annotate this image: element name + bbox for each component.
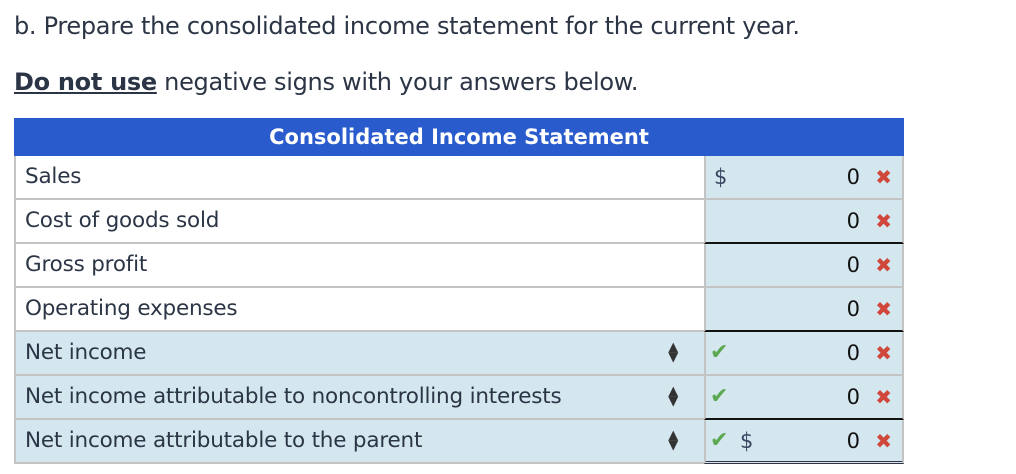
x-icon: ✖ [875,385,892,409]
table-title: Consolidated Income Statement [14,118,904,156]
row-label: Cost of goods sold [25,208,220,233]
amount-value: 0 [846,341,860,365]
currency-symbol: $ [740,429,754,453]
amount-input[interactable]: ✔ 0 ✖ [704,376,904,420]
table-row: Gross profit 0 ✖ [14,244,904,288]
row-label-select: Operating expenses [14,288,704,332]
instruction-note: Do not use negative signs with your answ… [14,68,638,96]
amount-input[interactable]: $0 ✖ [704,156,904,200]
row-label: Net income attributable to the parent [25,428,423,453]
amount-input[interactable]: ✔ 0 ✖ [704,332,904,376]
sort-arrows-icon[interactable]: ▲ ▼ [668,340,678,365]
row-label-select[interactable]: Net income ▲ ▼ [14,332,704,376]
amount-value: 0 [846,297,860,321]
amount-value: 0 [846,165,860,189]
check-icon: ✔ [710,384,729,409]
check-icon: ✔ [710,428,729,453]
sort-arrows-icon[interactable]: ▲ ▼ [668,384,678,409]
row-label-select: Cost of goods sold [14,200,704,244]
amount-input[interactable]: ✔ $0 ✖ [704,420,904,464]
amount-value: 0 [846,209,860,233]
income-statement-table: Consolidated Income Statement Sales $0 ✖ Co… [14,118,904,464]
row-label-select[interactable]: Net income attributable to noncontrollin… [14,376,704,420]
table-row: Net income attributable to the parent ▲ ▼ ✔… [14,420,904,464]
sort-arrows-icon[interactable]: ▲ ▼ [668,428,678,453]
table-row: Operating expenses 0 ✖ [14,288,904,332]
x-icon: ✖ [875,165,892,189]
x-icon: ✖ [875,253,892,277]
instruction-rest: negative signs with your answers below. [156,68,639,96]
row-label: Net income [25,340,147,365]
row-label: Gross profit [25,252,148,277]
question-text: b. Prepare the consolidated income state… [14,12,800,40]
check-icon: ✔ [710,340,729,365]
table-row: Sales $0 ✖ [14,156,904,200]
x-icon: ✖ [875,341,892,365]
amount-input[interactable]: 0 ✖ [704,200,904,244]
instruction-bold: Do not use [14,68,157,96]
row-label: Sales [25,164,82,189]
table-row: Net income attributable to noncontrollin… [14,376,904,420]
row-label-select[interactable]: Net income attributable to the parent ▲ ▼ [14,420,704,464]
amount-value: 0 [846,253,860,277]
x-icon: ✖ [875,429,892,453]
amount-input[interactable]: 0 ✖ [704,244,904,288]
row-label-select: Gross profit [14,244,704,288]
amount-value: 0 [846,385,860,409]
currency-symbol: $ [714,165,728,189]
x-icon: ✖ [875,209,892,233]
x-icon: ✖ [875,297,892,321]
row-label: Operating expenses [25,296,238,321]
table-row: Net income ▲ ▼ ✔ 0 ✖ [14,332,904,376]
table-body: Sales $0 ✖ Cost of goods sold 0 ✖ Gross profit… [14,156,904,464]
amount-value: 0 [846,429,860,453]
row-label-select: Sales [14,156,704,200]
row-label: Net income attributable to noncontrollin… [25,384,562,409]
amount-input[interactable]: 0 ✖ [704,288,904,332]
table-row: Cost of goods sold 0 ✖ [14,200,904,244]
